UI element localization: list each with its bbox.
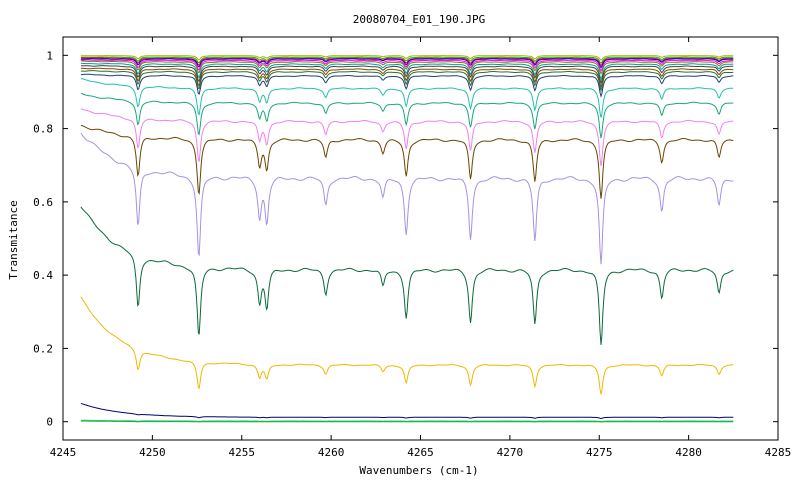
spectrum-line [80, 67, 734, 89]
axis-layer: 4245 4250 4255 4260 4265 4270 4275 4280 4285 0 0.2… [33, 37, 791, 459]
x-axis-label: Wavenumbers (cm-1) [359, 464, 478, 477]
spectrum-line [80, 78, 734, 118]
spectrum-line [80, 59, 734, 72]
chart-title: 20080704_E01_190.JPG [353, 13, 485, 26]
spectrum-line [80, 108, 734, 167]
x-tick-label: 4275 [586, 446, 613, 459]
x-tick-label: 4250 [139, 446, 166, 459]
spectrum-line [80, 56, 734, 64]
x-tick-label: 4255 [229, 446, 256, 459]
spectrum-line [80, 402, 734, 420]
spectrum-line [80, 296, 734, 395]
spectrum-line [80, 65, 734, 85]
y-tick-label: 0.4 [33, 269, 53, 282]
y-tick-label: 0 [46, 416, 53, 429]
spectrum-line [80, 420, 734, 423]
series-layer [80, 55, 734, 423]
y-tick-label: 0.8 [33, 123, 53, 136]
spectrum-line [80, 206, 734, 345]
spectrum-line [80, 58, 734, 69]
y-axis-label: Transmitance [7, 200, 20, 279]
spectrum-line [80, 70, 734, 93]
spectrum-line [80, 57, 734, 67]
x-tick-label: 4285 [765, 446, 792, 459]
spectrum-line [80, 92, 734, 139]
plot-frame [62, 36, 779, 441]
spectrum-line [80, 124, 734, 199]
y-tick-label: 0.2 [33, 342, 53, 355]
spectrum-line [80, 132, 734, 265]
y-tick-label: 0.6 [33, 196, 53, 209]
spectrum-line [80, 60, 734, 75]
x-tick-label: 4260 [318, 446, 345, 459]
x-tick-label: 4270 [497, 446, 524, 459]
spectrum-line [80, 73, 734, 98]
spectrum-line [80, 62, 734, 81]
x-tick-label: 4245 [50, 446, 77, 459]
y-tick-label: 1 [46, 49, 53, 62]
x-tick-label: 4265 [407, 446, 434, 459]
x-tick-label: 4280 [675, 446, 702, 459]
spectrum-line [80, 55, 734, 61]
